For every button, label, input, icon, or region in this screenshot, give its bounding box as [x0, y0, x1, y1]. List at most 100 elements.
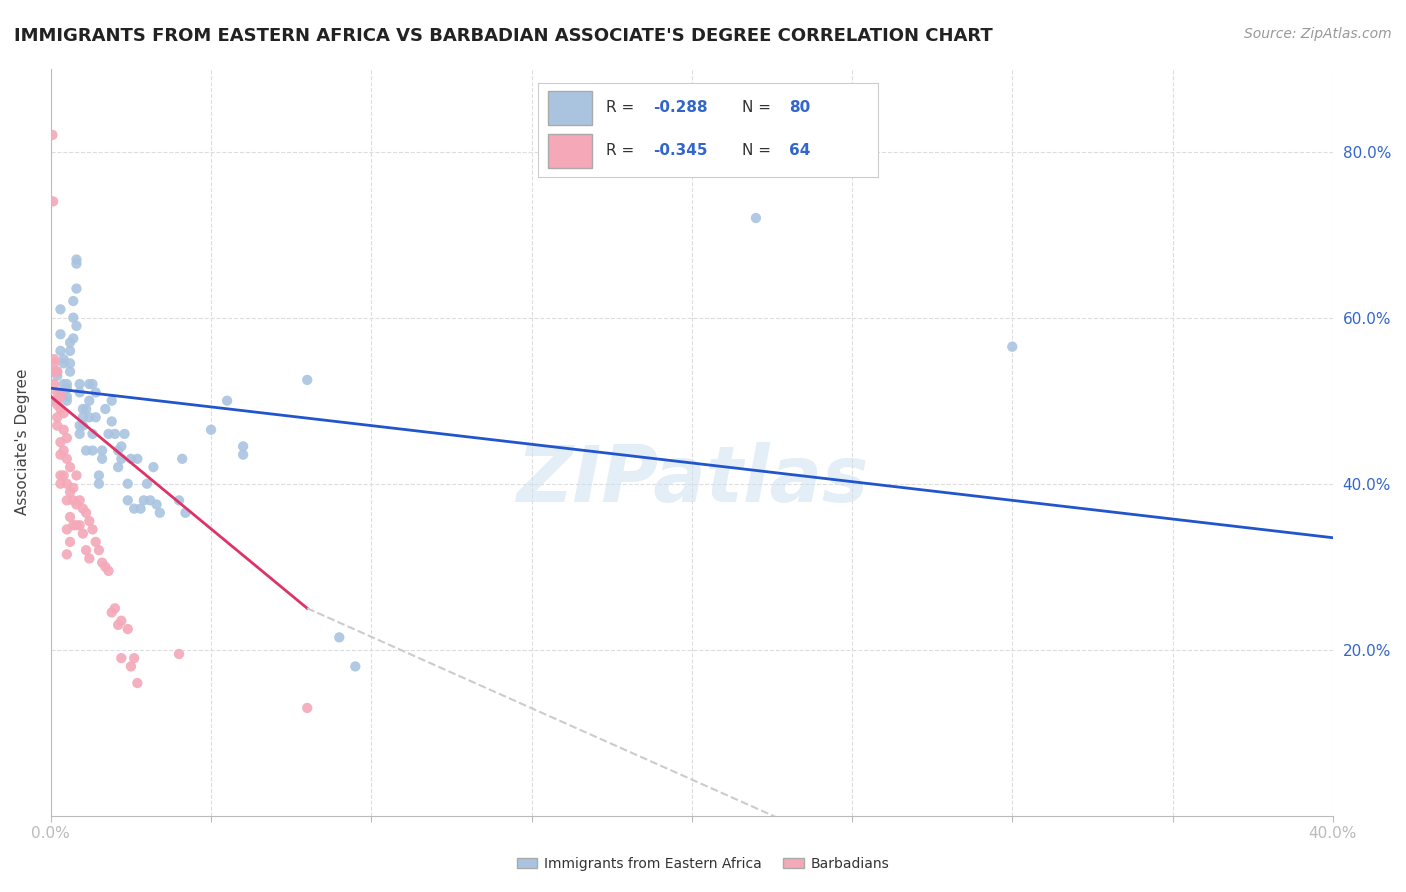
Point — [62, 493, 84, 508]
Point — [52, 356, 75, 370]
Text: Source: ZipAtlas.com: Source: ZipAtlas.com — [1244, 27, 1392, 41]
Point — [41, 128, 63, 142]
Point — [127, 676, 149, 690]
Point — [167, 647, 190, 661]
Point — [129, 501, 152, 516]
Point — [49, 302, 72, 317]
Point — [120, 659, 142, 673]
Point — [62, 481, 84, 495]
Point — [132, 493, 155, 508]
Point — [52, 406, 75, 420]
Point — [117, 493, 139, 508]
Point — [59, 365, 82, 379]
Point — [72, 410, 94, 425]
Point — [97, 564, 120, 578]
Point — [69, 418, 91, 433]
Point — [49, 390, 72, 404]
Point — [145, 498, 167, 512]
Point — [79, 514, 101, 528]
Point — [56, 493, 79, 508]
Point — [87, 468, 110, 483]
Point — [127, 451, 149, 466]
Point — [49, 385, 72, 400]
Point — [42, 377, 65, 392]
Point — [49, 448, 72, 462]
Point — [49, 435, 72, 450]
Point — [52, 468, 75, 483]
Point — [82, 426, 104, 441]
Point — [59, 460, 82, 475]
Point — [82, 443, 104, 458]
Point — [167, 493, 190, 508]
Point — [65, 252, 87, 267]
Point — [62, 331, 84, 345]
Point — [122, 651, 145, 665]
Point — [139, 493, 162, 508]
Point — [49, 343, 72, 358]
Point — [56, 547, 79, 561]
Point — [46, 418, 69, 433]
Point — [94, 402, 117, 417]
Point — [56, 381, 79, 395]
Point — [56, 431, 79, 445]
Point — [82, 523, 104, 537]
Point — [79, 393, 101, 408]
Point — [46, 365, 69, 379]
Point — [52, 377, 75, 392]
Point — [72, 402, 94, 417]
Point — [79, 377, 101, 392]
Point — [59, 356, 82, 370]
Point — [79, 410, 101, 425]
Point — [42, 356, 65, 370]
Point — [56, 523, 79, 537]
Point — [100, 414, 122, 428]
Point — [52, 385, 75, 400]
Point — [46, 393, 69, 408]
Point — [110, 651, 132, 665]
Point — [1001, 340, 1024, 354]
Point — [65, 518, 87, 533]
Point — [94, 559, 117, 574]
Point — [75, 506, 97, 520]
Point — [79, 551, 101, 566]
Point — [120, 451, 142, 466]
Point — [49, 476, 72, 491]
Y-axis label: Associate's Degree: Associate's Degree — [15, 369, 30, 516]
Point — [91, 556, 114, 570]
Point — [59, 343, 82, 358]
Point — [110, 614, 132, 628]
Point — [232, 448, 254, 462]
Point — [136, 476, 159, 491]
Point — [46, 398, 69, 412]
Point — [100, 393, 122, 408]
Point — [75, 443, 97, 458]
Point — [69, 518, 91, 533]
Point — [59, 510, 82, 524]
Point — [217, 393, 239, 408]
Point — [75, 543, 97, 558]
Point — [59, 335, 82, 350]
Point — [56, 393, 79, 408]
Text: ZIPatlas: ZIPatlas — [516, 442, 868, 517]
Point — [49, 327, 72, 342]
Point — [56, 476, 79, 491]
Point — [42, 365, 65, 379]
Point — [65, 498, 87, 512]
Point — [59, 485, 82, 500]
Point — [117, 622, 139, 636]
Point — [117, 476, 139, 491]
Point — [107, 443, 129, 458]
Legend: Immigrants from Eastern Africa, Barbadians: Immigrants from Eastern Africa, Barbadia… — [510, 851, 896, 876]
Point — [297, 701, 319, 715]
Point — [65, 282, 87, 296]
Point — [149, 506, 172, 520]
Point — [62, 310, 84, 325]
Point — [56, 451, 79, 466]
Point — [174, 506, 197, 520]
Point — [72, 526, 94, 541]
Point — [69, 493, 91, 508]
Point — [52, 352, 75, 367]
Point — [72, 501, 94, 516]
Point — [56, 390, 79, 404]
Point — [84, 385, 107, 400]
